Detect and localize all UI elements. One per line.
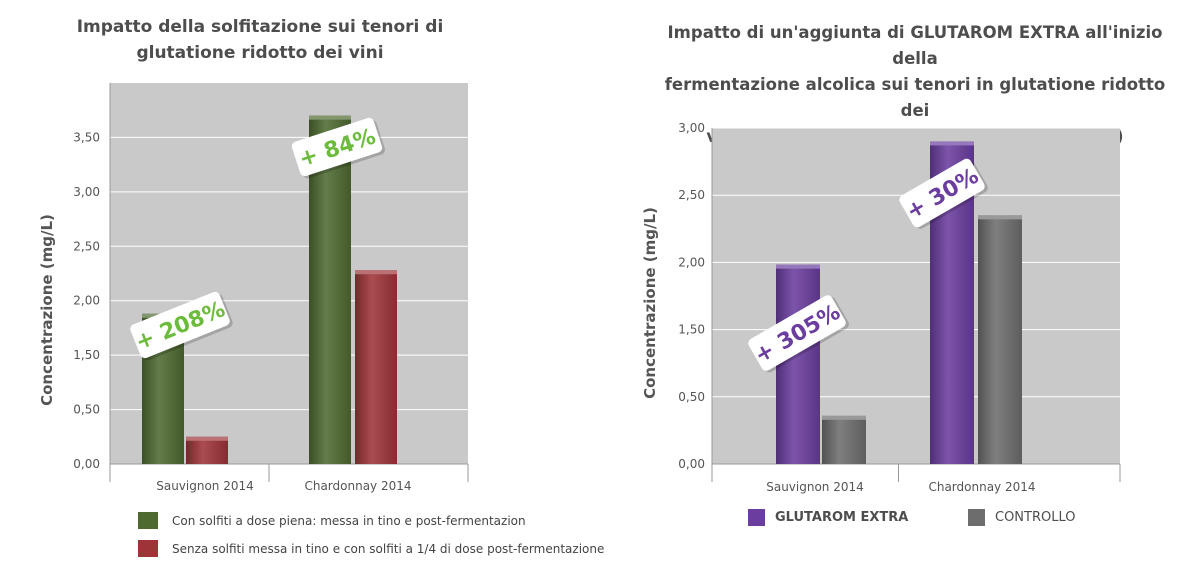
chart2-legend-item-glutarom: GLUTAROM EXTRA	[748, 509, 908, 526]
chart2-legend-swatch-purple	[748, 509, 765, 526]
chart1-y-tick-label: 3,00	[73, 185, 100, 199]
chart1-bar-top	[355, 270, 397, 275]
chart2-legend-item-controllo: CONTROLLO	[968, 509, 1076, 526]
badge-background	[291, 117, 383, 177]
chart2-y-tick-label: 2,50	[678, 188, 705, 202]
chart2-legend-label: GLUTAROM EXTRA	[775, 510, 909, 525]
chart1-bar-top	[309, 115, 351, 120]
chart2-y-axis-label: Concentrazione (mg/L)	[641, 207, 659, 399]
chart1-y-tick-label: 3,50	[73, 130, 100, 144]
chart1-category-label: Sauvignon 2014	[156, 479, 254, 493]
badge-background	[130, 291, 230, 359]
chart1: 0,00 0,50 1,50 2,00 2,50 3,00 3,50 Concentrazio…	[38, 83, 469, 493]
chart2-bar-top	[930, 141, 974, 146]
chart1-title-line: glutatione ridotto dei vini	[136, 43, 384, 63]
chart1-category-label: Chardonnay 2014	[304, 479, 411, 493]
chart2-y-tick-label: 0,00	[678, 457, 705, 471]
chart2-category-label: Chardonnay 2014	[928, 480, 1035, 494]
chart1-y-tick-label: 2,50	[73, 239, 100, 253]
chart2-category-label: Sauvignon 2014	[766, 480, 864, 494]
chart1-legend-item-reduced-sulfites: Senza solfiti messa in tino e con solfit…	[138, 540, 604, 557]
badge-background	[748, 295, 846, 371]
chart1-y-tick-label: 0,50	[73, 403, 100, 417]
chart2-title-line: Impatto di un'aggiunta di GLUTAROM EXTRA…	[667, 23, 1163, 68]
chart1-bar-series2-sauvignon	[186, 436, 228, 464]
chart1-y-tick-label: 2,00	[73, 294, 100, 308]
chart1-legend-swatch-green	[138, 512, 158, 529]
chart1-bar-top	[186, 436, 228, 441]
chart2-bar-top	[822, 415, 866, 420]
chart2-y-tick-label: 2,00	[678, 255, 705, 269]
chart1-y-tick-label: 0,00	[73, 457, 100, 471]
chart2-bar-top	[776, 264, 820, 269]
chart2-y-tick-label: 3,00	[678, 121, 705, 135]
chart1-y-axis-label: Concentrazione (mg/L)	[38, 214, 56, 406]
chart2-title-line: fermentazione alcolica sui tenori in glu…	[664, 75, 1166, 120]
chart1-title: Impatto della solfitazione sui tenori di…	[40, 14, 480, 66]
chart2-legend-label: CONTROLLO	[995, 510, 1076, 525]
chart1-legend-item-full-sulfites: Con solfiti a dose piena: messa in tino …	[138, 512, 526, 529]
chart2-bar-top	[978, 215, 1022, 220]
chart2-y-tick-label: 0,50	[678, 390, 705, 404]
chart2-plot-area	[712, 128, 1120, 464]
chart1-y-tick-label: 1,50	[73, 348, 100, 362]
chart1-legend-swatch-red	[138, 540, 158, 557]
chart1-bar-series2-chardonnay	[355, 270, 397, 464]
chart2-legend-swatch-gray	[968, 509, 985, 526]
chart1-legend-label: Senza solfiti messa in tino e con solfit…	[172, 541, 605, 556]
chart2-bar-series1-sauvignon	[776, 264, 820, 464]
chart2-bar-series2-chardonnay	[978, 215, 1022, 464]
chart2-bar-series2-sauvignon	[822, 415, 866, 464]
chart1-bar-series1-chardonnay	[309, 115, 351, 465]
chart1-legend-label: Con solfiti a dose piena: messa in tino …	[172, 513, 526, 528]
chart1-title-line: Impatto della solfitazione sui tenori di	[76, 17, 444, 37]
chart2-y-tick-label: 1,50	[678, 323, 705, 337]
badge-background	[899, 158, 985, 228]
chart2: 0,00 0,50 1,50 2,00 2,50 3,00 Concentrazione (…	[641, 121, 1121, 494]
